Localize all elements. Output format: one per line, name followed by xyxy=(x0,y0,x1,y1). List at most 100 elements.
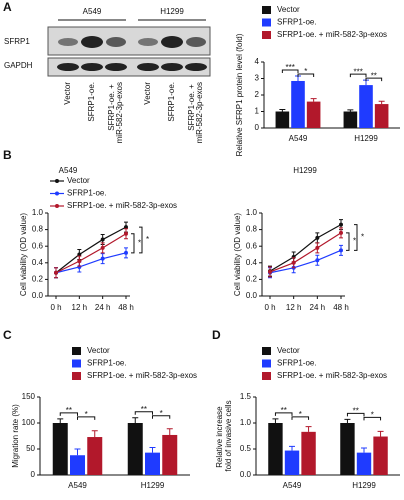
line xyxy=(55,233,127,274)
significance-label: * xyxy=(299,410,302,419)
legend-swatch xyxy=(262,6,271,14)
significance-label: * xyxy=(361,233,364,242)
significance-label: * xyxy=(353,237,356,246)
y-tick-label: 100 xyxy=(22,418,36,427)
x-tick-label: 48 h xyxy=(333,303,349,312)
significance-bracket xyxy=(134,411,153,415)
y-tick-label: 1 xyxy=(255,107,260,116)
point xyxy=(268,269,272,274)
x-tick-label: A549 xyxy=(283,481,302,490)
lane-label: SFRP1-oe. xyxy=(87,82,96,122)
legend-swatch xyxy=(262,359,271,368)
significance-label: * xyxy=(85,410,88,419)
x-tick-label: 24 h xyxy=(310,303,326,312)
lane-label: Vector xyxy=(63,82,72,105)
lane-label: SFRP1-oe. + miR-582-3p-exos xyxy=(187,82,204,143)
legend-swatch xyxy=(262,31,271,39)
protein-label: GAPDH xyxy=(4,61,33,70)
bar xyxy=(70,455,85,475)
x-tick-label: A549 xyxy=(68,481,87,490)
significance-bracket xyxy=(354,224,358,251)
legend-label: SFRP1-oe. xyxy=(87,359,127,368)
legend-label: Vector xyxy=(277,346,300,355)
y-tick-label: 0 xyxy=(255,123,260,132)
bar xyxy=(306,101,321,128)
bar xyxy=(359,85,373,128)
bar xyxy=(127,423,143,475)
lane-label: SFRP1-oe. + miR-582-3p-exos xyxy=(107,82,124,143)
point xyxy=(315,235,320,240)
point xyxy=(77,259,82,264)
significance-bracket xyxy=(281,69,299,74)
panel-label: C xyxy=(3,328,12,342)
panel-label: B xyxy=(3,148,12,162)
legend-label: SFRP1-oe. xyxy=(67,189,107,198)
y-tick-label: 1.0 xyxy=(246,208,258,217)
legend-swatch xyxy=(262,372,271,380)
legend-label: SFRP1-oe. xyxy=(277,18,317,27)
y-tick-label: 0.8 xyxy=(32,225,44,234)
point xyxy=(124,231,128,236)
significance-label: ** xyxy=(141,405,147,414)
legend-label: SFRP1-oe. + miR-582-3p-exos xyxy=(67,201,177,210)
point xyxy=(124,250,128,255)
significance-bracket xyxy=(346,232,350,251)
error-bar xyxy=(57,418,64,423)
y-tick-label: 0.4 xyxy=(246,258,258,267)
point xyxy=(315,245,320,250)
blot-bands xyxy=(57,36,207,71)
significance-bracket xyxy=(77,416,96,420)
significance-bracket xyxy=(349,73,367,78)
bar xyxy=(275,111,290,128)
legend-label: SFRP1-oe. xyxy=(277,359,317,368)
point xyxy=(339,222,343,227)
chart-title: H1299 xyxy=(293,166,317,175)
legend-marker xyxy=(55,204,59,208)
legend-swatch xyxy=(72,359,81,368)
legend-swatch xyxy=(262,347,271,355)
bar xyxy=(301,431,316,475)
lane-label: Vector xyxy=(143,82,152,105)
y-tick-label: 150 xyxy=(22,392,36,401)
significance-label: * xyxy=(146,235,149,244)
error-bar xyxy=(132,417,139,423)
y-axis-label: Migration rate (%) xyxy=(11,404,20,468)
y-tick-label: 1.5 xyxy=(240,392,252,401)
bar xyxy=(340,423,355,475)
error-bar xyxy=(378,100,385,105)
panel-label: D xyxy=(212,328,221,342)
x-tick-label: H1299 xyxy=(354,134,378,143)
significance-bracket xyxy=(363,416,382,421)
point xyxy=(339,230,343,235)
x-tick-label: 12 h xyxy=(72,303,88,312)
legend-swatch xyxy=(72,347,81,355)
legend-marker xyxy=(55,179,59,183)
significance-label: * xyxy=(304,67,307,76)
y-tick-label: 2 xyxy=(255,90,260,99)
significance-label: * xyxy=(160,409,163,418)
error-bar xyxy=(166,428,173,435)
legend-label: SFRP1-oe. + miR-582-3p-exos xyxy=(277,371,387,380)
error-bar xyxy=(347,109,354,112)
bar xyxy=(291,80,305,128)
panel-label: A xyxy=(3,0,12,14)
error-bar xyxy=(149,446,156,453)
y-tick-label: 1.0 xyxy=(240,418,252,427)
point xyxy=(315,258,320,263)
y-tick-label: 0.8 xyxy=(246,225,258,234)
blot-image xyxy=(47,57,211,77)
significance-bracket xyxy=(291,416,310,420)
bar xyxy=(343,111,358,128)
chart-title: A549 xyxy=(59,166,78,175)
error-bar xyxy=(377,430,384,437)
y-tick-label: 0.4 xyxy=(32,258,44,267)
y-axis-label: Cell viability (OD value) xyxy=(19,213,28,296)
legend-label: Vector xyxy=(277,5,300,14)
y-tick-label: 50 xyxy=(26,444,35,453)
legend-label: Vector xyxy=(87,346,110,355)
error-bar xyxy=(74,448,81,456)
y-tick-label: 0 xyxy=(31,470,36,479)
point xyxy=(100,245,105,250)
significance-label: * xyxy=(371,410,374,419)
